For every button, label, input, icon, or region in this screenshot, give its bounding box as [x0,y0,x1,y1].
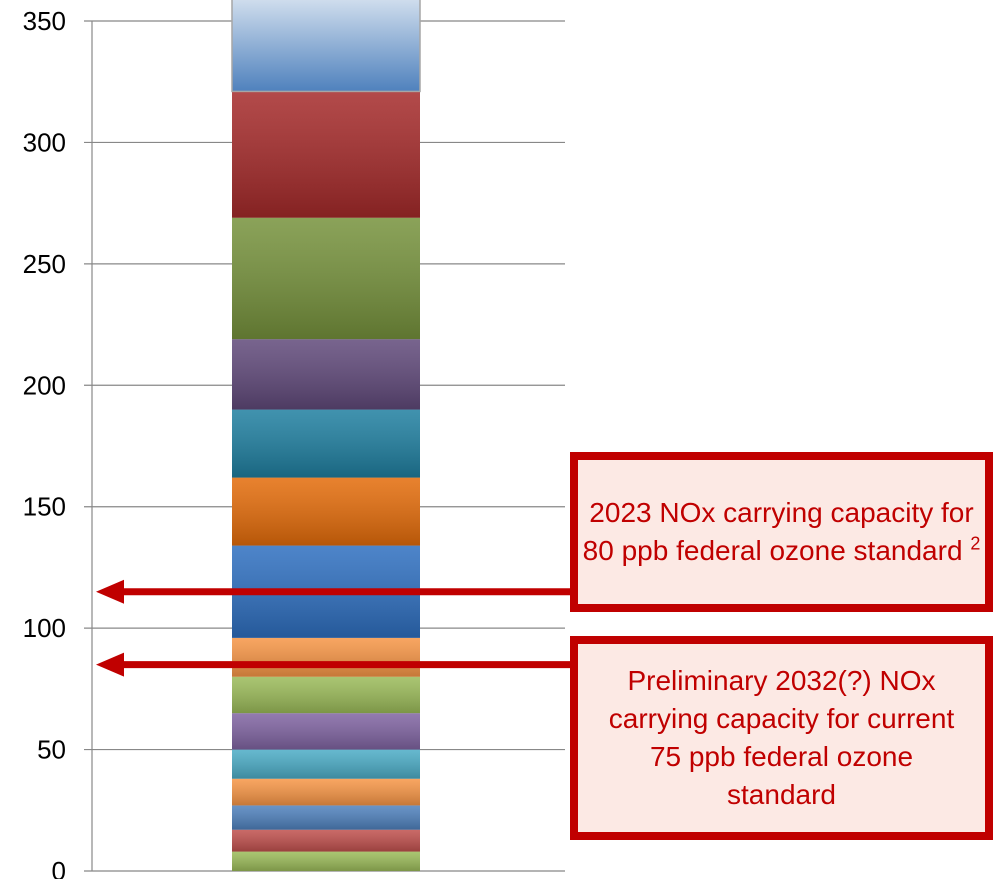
y-tick-label: 350 [23,6,66,36]
bar-segment-shade [232,749,420,779]
bar-segment-shade [232,778,420,806]
callout-75ppb-capacity: Preliminary 2032(?) NOx carrying capacit… [570,636,993,840]
y-tick-label: 150 [23,492,66,522]
y-tick-label: 100 [23,613,66,643]
bar-segment-shade [232,637,420,677]
callout-80ppb-text: 2023 NOx carrying capacity for 80 ppb fe… [582,497,974,566]
y-tick-label: 50 [37,735,66,765]
bar-segments [231,0,421,871]
bar-segment-shade [232,91,420,218]
bar-segment-shade [232,676,420,714]
arrow-head [96,579,124,604]
bar-segment [231,0,421,93]
bar-segment-shade [232,477,420,546]
bar-segment-shade [232,829,420,852]
y-tick-label: 200 [23,370,66,400]
bar-segment-shade [232,339,420,410]
bar-segment-shade [232,217,420,340]
bar-segment-shade [232,409,420,478]
footnote-marker: 2 [970,533,981,554]
y-axis: 0 50 100 150 200 250 300 350 [23,6,93,879]
bar-segment-shade [232,713,420,750]
y-tick-label: 0 [52,856,66,879]
bar-segment-shade [232,805,420,830]
callout-80ppb-capacity: 2023 NOx carrying capacity for 80 ppb fe… [570,452,993,612]
reference-arrows [96,579,572,677]
callout-75ppb-text: Preliminary 2032(?) NOx carrying capacit… [608,665,955,810]
bar-segment-shade [232,851,420,871]
y-tick-label: 250 [23,249,66,279]
arrow-head [96,652,124,677]
y-tick-label: 300 [23,127,66,157]
